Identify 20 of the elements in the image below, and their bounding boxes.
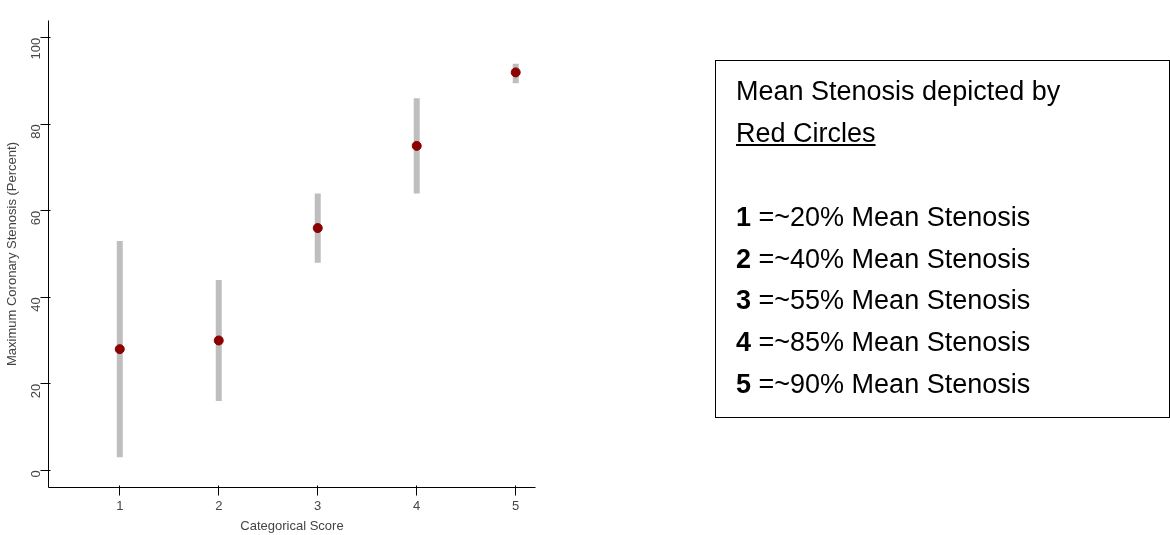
x-tick-label: 5 xyxy=(512,497,520,513)
y-tick-label: 80 xyxy=(28,124,43,139)
y-tick-label: 40 xyxy=(28,297,43,312)
x-axis-title: Categorical Score xyxy=(240,517,344,533)
y-tick-label: 0 xyxy=(28,470,43,478)
y-tick-label: 60 xyxy=(28,210,43,226)
text: Red Circles xyxy=(736,117,876,148)
text: 4 =~85% Mean Stenosis xyxy=(736,326,1032,360)
y-axis-title: Maximum Coronary Stenosis (Percent) xyxy=(3,142,19,366)
text: 5 =~90% Mean Stenosis xyxy=(736,368,1032,402)
text: Mean Stenosis depicted by xyxy=(736,75,1061,108)
x-tick-label: 1 xyxy=(116,497,124,513)
x-tick-label: 2 xyxy=(215,497,223,513)
y-tick-label: 20 xyxy=(28,383,43,399)
x-tick-label: 4 xyxy=(413,497,421,513)
y-tick-label: 100 xyxy=(28,37,43,60)
text: 3 =~55% Mean Stenosis xyxy=(736,284,1032,318)
text: 1 =~20% Mean Stenosis xyxy=(736,200,1032,234)
text: 2 =~40% Mean Stenosis xyxy=(736,242,1032,276)
x-tick-label: 3 xyxy=(314,497,322,513)
